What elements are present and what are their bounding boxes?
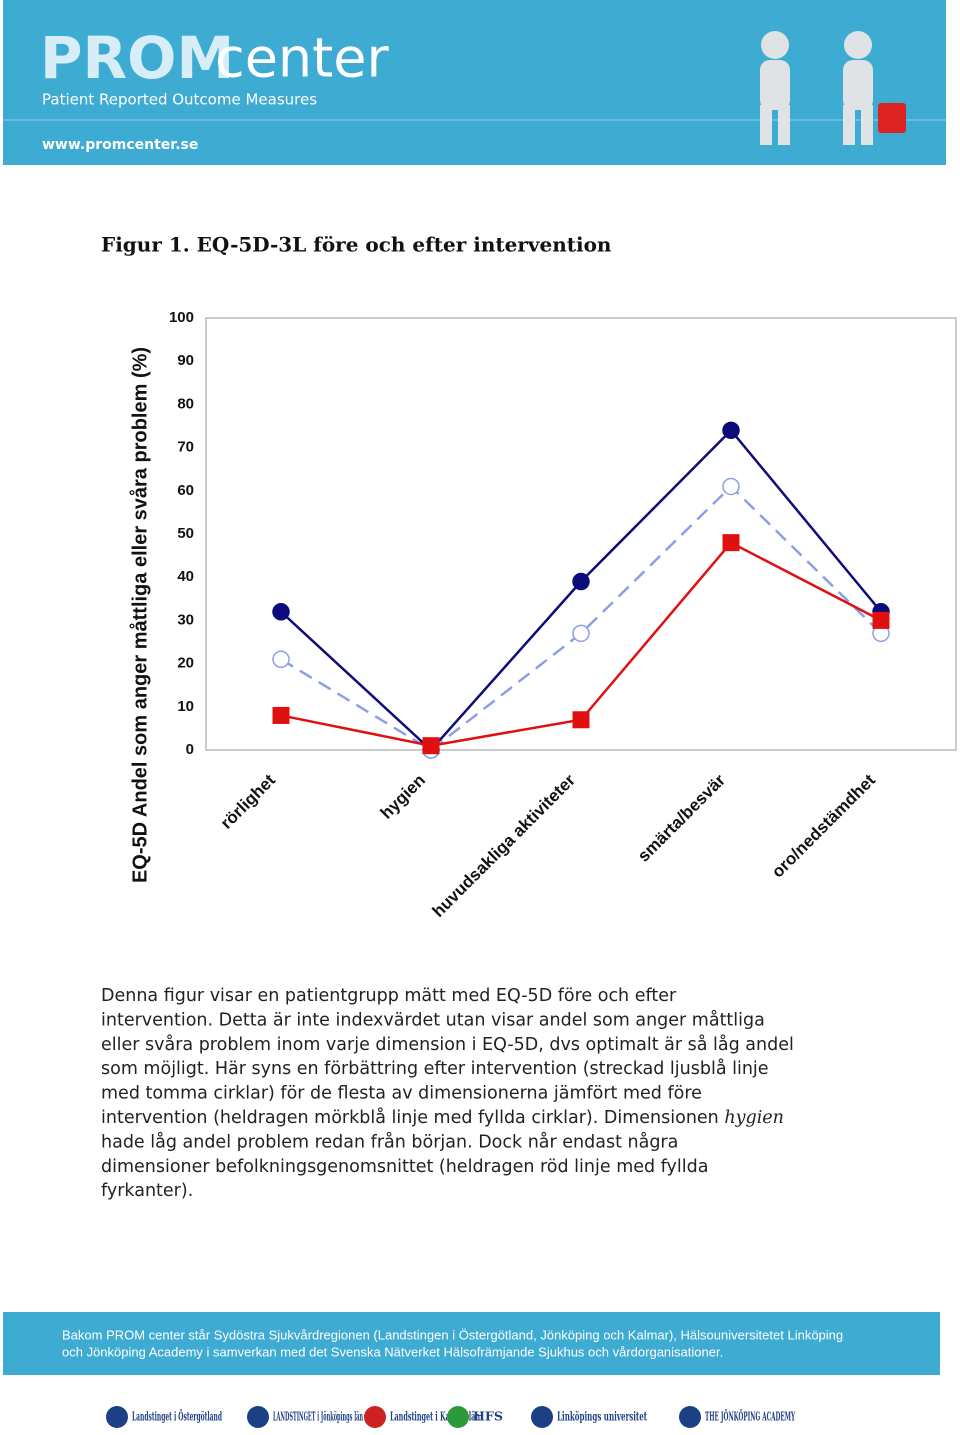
footer-line: Bakom PROM center står Sydöstra Sjukvård…	[62, 1327, 843, 1342]
marker	[572, 624, 590, 643]
body-line: dimensioner befolkningsgenomsnittet (hel…	[101, 1157, 708, 1177]
y-tick-label: 70	[177, 439, 194, 456]
body-line: intervention (heldragen mörkblå linje me…	[101, 1107, 784, 1128]
marker	[272, 603, 290, 621]
plot-frame	[205, 317, 957, 751]
logo-icon	[247, 1406, 269, 1428]
y-tick-label: 40	[177, 568, 194, 585]
footer-logo: Landstinget i Östergötland	[132, 1408, 222, 1424]
marker	[572, 711, 590, 729]
footer-logo: HFS	[473, 1410, 503, 1424]
marker	[722, 421, 740, 440]
header-url: www.promcenter.se	[42, 137, 198, 153]
marker	[722, 534, 740, 552]
logo-center: center	[215, 27, 390, 90]
y-axis-label: EQ-5D Andel som anger måttliga eller svå…	[128, 347, 151, 883]
y-tick-label: 50	[177, 525, 194, 542]
x-tick-label: rörlighet	[217, 770, 279, 832]
x-tick-label: smärta/besvär	[634, 770, 729, 865]
logo-icon	[364, 1406, 386, 1428]
x-tick-label: hygien	[377, 771, 429, 823]
body-text: som möjligt. Här syns en förbättring eft…	[101, 1058, 769, 1079]
x-tick-label: huvudsakliga aktiviteter	[429, 770, 580, 921]
marker	[272, 706, 290, 724]
body-text: intervention (heldragen mörkblå linje me…	[101, 1107, 719, 1128]
header-figures	[760, 31, 906, 145]
footer-logo: LANDSTINGET i Jönköpings län	[273, 1410, 363, 1424]
x-tick-label: oro/nedstämdhet	[768, 770, 879, 881]
footer-logo: Linköpings universitet	[557, 1410, 647, 1424]
body-text: intervention. Detta är inte indexvärdet …	[101, 1009, 765, 1030]
body-text: Denna figur visar en patientgrupp mätt m…	[101, 986, 677, 1006]
footer-band	[3, 1312, 940, 1375]
y-tick-label: 10	[177, 698, 194, 715]
body-line: intervention. Detta är inte indexvärdet …	[101, 1009, 765, 1030]
logo-icon	[531, 1406, 553, 1428]
body-line: fyrkanter).	[101, 1181, 193, 1201]
footer-logo: THE JÖNKÖPING ACADEMY	[705, 1408, 795, 1424]
figure-title: Figur 1. EQ-5D-3L före och efter interve…	[101, 233, 612, 257]
marker	[272, 650, 290, 669]
y-tick-label: 60	[177, 482, 194, 499]
logo-prom: PROM	[40, 24, 234, 92]
footer-line: och Jönköping Academy i samverkan med de…	[62, 1344, 723, 1359]
header-subtitle: Patient Reported Outcome Measures	[42, 91, 317, 109]
y-tick-label: 30	[177, 611, 194, 628]
y-tick-label: 90	[177, 352, 194, 369]
body-text: fyrkanter).	[101, 1181, 193, 1201]
marker	[722, 477, 740, 496]
body-line: som möjligt. Här syns en förbättring eft…	[101, 1058, 769, 1079]
y-tick-label: 80	[177, 395, 194, 412]
marker	[422, 737, 440, 755]
body-text: med tomma cirklar) för de flesta av dime…	[101, 1084, 702, 1104]
body-line: eller svåra problem inom varje dimension…	[101, 1034, 794, 1055]
series-line	[280, 484, 882, 752]
body-text: hade låg andel problem redan från början…	[101, 1131, 678, 1152]
y-tick-label: 20	[177, 655, 194, 672]
body-line: med tomma cirklar) för de flesta av dime…	[101, 1084, 702, 1104]
marker	[572, 572, 590, 591]
body-text: dimensioner befolkningsgenomsnittet (hel…	[101, 1157, 708, 1177]
body-text: eller svåra problem inom varje dimension…	[101, 1034, 794, 1055]
y-tick-label: 0	[186, 741, 194, 758]
logo-icon	[447, 1406, 469, 1428]
logo-icon	[679, 1406, 701, 1428]
body-line: Denna figur visar en patientgrupp mätt m…	[101, 986, 677, 1006]
body-emphasis: hygien	[724, 1108, 784, 1128]
marker	[872, 611, 890, 629]
logo-icon	[106, 1406, 128, 1428]
body-line: hade låg andel problem redan från början…	[101, 1131, 678, 1152]
y-tick-label: 100	[169, 309, 194, 326]
